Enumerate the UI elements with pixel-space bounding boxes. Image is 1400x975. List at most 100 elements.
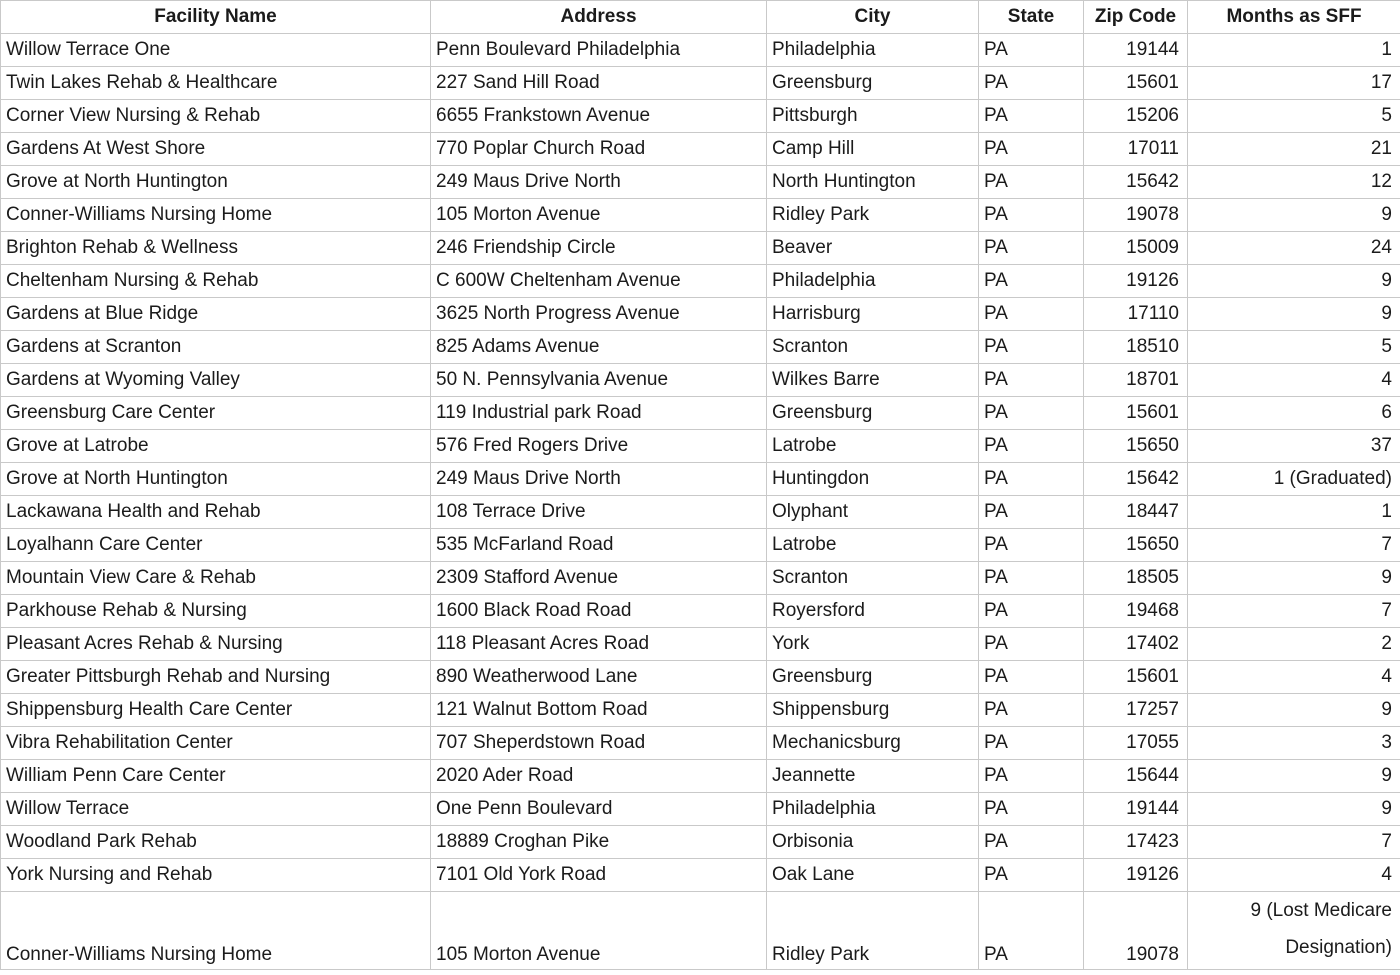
- cell-city[interactable]: Harrisburg: [766, 297, 979, 331]
- cell-zip-code[interactable]: 18701: [1083, 363, 1188, 397]
- cell-facility-name[interactable]: Willow Terrace One: [0, 33, 431, 67]
- cell-facility-name[interactable]: Gardens at Blue Ridge: [0, 297, 431, 331]
- cell-facility-name[interactable]: Lackawana Health and Rehab: [0, 495, 431, 529]
- cell-zip-code[interactable]: 15650: [1083, 528, 1188, 562]
- cell-address[interactable]: 227 Sand Hill Road: [430, 66, 767, 100]
- cell-state[interactable]: PA: [978, 132, 1084, 166]
- cell-facility-name[interactable]: Grove at North Huntington: [0, 462, 431, 496]
- cell-address[interactable]: 121 Walnut Bottom Road: [430, 693, 767, 727]
- cell-state[interactable]: PA: [978, 66, 1084, 100]
- cell-facility-name[interactable]: Woodland Park Rehab: [0, 825, 431, 859]
- cell-facility-name[interactable]: Conner-Williams Nursing Home: [0, 198, 431, 232]
- cell-zip-code[interactable]: 19468: [1083, 594, 1188, 628]
- cell-facility-name[interactable]: Greater Pittsburgh Rehab and Nursing: [0, 660, 431, 694]
- cell-zip-code[interactable]: 15644: [1083, 759, 1188, 793]
- cell-state[interactable]: PA: [978, 33, 1084, 67]
- cell-facility-name[interactable]: William Penn Care Center: [0, 759, 431, 793]
- cell-months-as-sff[interactable]: 7: [1187, 825, 1400, 859]
- cell-city[interactable]: Beaver: [766, 231, 979, 265]
- column-header-zip-code[interactable]: Zip Code: [1083, 0, 1188, 34]
- cell-zip-code[interactable]: 15601: [1083, 660, 1188, 694]
- cell-state[interactable]: PA: [978, 825, 1084, 859]
- cell-facility-name[interactable]: Gardens At West Shore: [0, 132, 431, 166]
- cell-city[interactable]: Greensburg: [766, 660, 979, 694]
- cell-zip-code[interactable]: 19078: [1083, 198, 1188, 232]
- cell-address[interactable]: 18889 Croghan Pike: [430, 825, 767, 859]
- cell-facility-name[interactable]: Parkhouse Rehab & Nursing: [0, 594, 431, 628]
- cell-address[interactable]: 108 Terrace Drive: [430, 495, 767, 529]
- cell-zip-code[interactable]: 19078: [1083, 891, 1188, 970]
- cell-months-as-sff[interactable]: 24: [1187, 231, 1400, 265]
- cell-address[interactable]: 576 Fred Rogers Drive: [430, 429, 767, 463]
- cell-zip-code[interactable]: 19144: [1083, 33, 1188, 67]
- cell-city[interactable]: Latrobe: [766, 429, 979, 463]
- cell-months-as-sff[interactable]: 9 (Lost Medicare Designation): [1187, 891, 1400, 970]
- cell-zip-code[interactable]: 15601: [1083, 66, 1188, 100]
- cell-months-as-sff[interactable]: 3: [1187, 726, 1400, 760]
- cell-state[interactable]: PA: [978, 660, 1084, 694]
- cell-months-as-sff[interactable]: 4: [1187, 660, 1400, 694]
- cell-address[interactable]: 246 Friendship Circle: [430, 231, 767, 265]
- cell-city[interactable]: North Huntington: [766, 165, 979, 199]
- cell-facility-name[interactable]: Gardens at Scranton: [0, 330, 431, 364]
- cell-city[interactable]: Mechanicsburg: [766, 726, 979, 760]
- cell-months-as-sff[interactable]: 9: [1187, 759, 1400, 793]
- cell-city[interactable]: Pittsburgh: [766, 99, 979, 133]
- cell-city[interactable]: Greensburg: [766, 66, 979, 100]
- cell-city[interactable]: Royersford: [766, 594, 979, 628]
- column-header-facility-name[interactable]: Facility Name: [0, 0, 431, 34]
- cell-zip-code[interactable]: 17011: [1083, 132, 1188, 166]
- cell-zip-code[interactable]: 18505: [1083, 561, 1188, 595]
- cell-address[interactable]: 105 Morton Avenue: [430, 198, 767, 232]
- cell-address[interactable]: Penn Boulevard Philadelphia: [430, 33, 767, 67]
- cell-address[interactable]: 119 Industrial park Road: [430, 396, 767, 430]
- cell-months-as-sff[interactable]: 21: [1187, 132, 1400, 166]
- cell-facility-name[interactable]: Vibra Rehabilitation Center: [0, 726, 431, 760]
- cell-months-as-sff[interactable]: 7: [1187, 528, 1400, 562]
- cell-address[interactable]: 825 Adams Avenue: [430, 330, 767, 364]
- cell-address[interactable]: 770 Poplar Church Road: [430, 132, 767, 166]
- cell-zip-code[interactable]: 18510: [1083, 330, 1188, 364]
- cell-months-as-sff[interactable]: 12: [1187, 165, 1400, 199]
- cell-facility-name[interactable]: Pleasant Acres Rehab & Nursing: [0, 627, 431, 661]
- cell-city[interactable]: Ridley Park: [766, 198, 979, 232]
- cell-state[interactable]: PA: [978, 759, 1084, 793]
- cell-city[interactable]: Jeannette: [766, 759, 979, 793]
- cell-facility-name[interactable]: Shippensburg Health Care Center: [0, 693, 431, 727]
- cell-state[interactable]: PA: [978, 363, 1084, 397]
- cell-months-as-sff[interactable]: 9: [1187, 264, 1400, 298]
- cell-address[interactable]: One Penn Boulevard: [430, 792, 767, 826]
- cell-address[interactable]: 249 Maus Drive North: [430, 462, 767, 496]
- cell-zip-code[interactable]: 17423: [1083, 825, 1188, 859]
- cell-facility-name[interactable]: York Nursing and Rehab: [0, 858, 431, 892]
- cell-months-as-sff[interactable]: 4: [1187, 363, 1400, 397]
- column-header-state[interactable]: State: [978, 0, 1084, 34]
- column-header-city[interactable]: City: [766, 0, 979, 34]
- cell-facility-name[interactable]: Gardens at Wyoming Valley: [0, 363, 431, 397]
- cell-address[interactable]: 249 Maus Drive North: [430, 165, 767, 199]
- cell-state[interactable]: PA: [978, 495, 1084, 529]
- cell-address[interactable]: C 600W Cheltenham Avenue: [430, 264, 767, 298]
- cell-facility-name[interactable]: Willow Terrace: [0, 792, 431, 826]
- cell-state[interactable]: PA: [978, 561, 1084, 595]
- column-header-address[interactable]: Address: [430, 0, 767, 34]
- cell-address[interactable]: 7101 Old York Road: [430, 858, 767, 892]
- cell-zip-code[interactable]: 15206: [1083, 99, 1188, 133]
- cell-state[interactable]: PA: [978, 792, 1084, 826]
- cell-city[interactable]: Philadelphia: [766, 33, 979, 67]
- cell-zip-code[interactable]: 17402: [1083, 627, 1188, 661]
- cell-months-as-sff[interactable]: 9: [1187, 297, 1400, 331]
- cell-state[interactable]: PA: [978, 231, 1084, 265]
- cell-city[interactable]: York: [766, 627, 979, 661]
- cell-city[interactable]: Oak Lane: [766, 858, 979, 892]
- cell-months-as-sff[interactable]: 1: [1187, 495, 1400, 529]
- cell-facility-name[interactable]: Loyalhann Care Center: [0, 528, 431, 562]
- cell-address[interactable]: 3625 North Progress Avenue: [430, 297, 767, 331]
- cell-address[interactable]: 105 Morton Avenue: [430, 891, 767, 970]
- cell-zip-code[interactable]: 18447: [1083, 495, 1188, 529]
- cell-city[interactable]: Shippensburg: [766, 693, 979, 727]
- cell-state[interactable]: PA: [978, 99, 1084, 133]
- cell-zip-code[interactable]: 19144: [1083, 792, 1188, 826]
- cell-city[interactable]: Camp Hill: [766, 132, 979, 166]
- cell-city[interactable]: Wilkes Barre: [766, 363, 979, 397]
